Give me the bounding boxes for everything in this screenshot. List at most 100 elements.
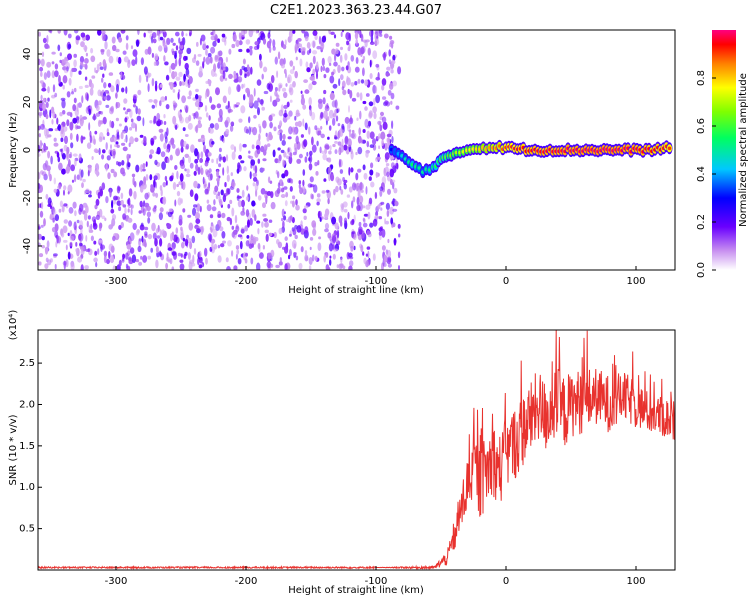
- noise-blob: [194, 111, 199, 119]
- noise-blob: [159, 133, 164, 142]
- noise-blob: [309, 150, 313, 156]
- noise-blob: [238, 118, 243, 123]
- noise-blob: [42, 171, 47, 177]
- noise-blob: [155, 246, 159, 254]
- noise-blob: [153, 175, 158, 181]
- noise-blob: [89, 134, 93, 144]
- noise-blob: [387, 263, 392, 268]
- noise-blob: [389, 35, 393, 40]
- noise-blob: [262, 167, 265, 172]
- noise-blob: [391, 59, 396, 65]
- noise-blob: [311, 80, 317, 86]
- y-tick-label: 0.5: [19, 524, 35, 535]
- noise-blob: [334, 140, 338, 144]
- noise-blob: [360, 138, 363, 144]
- noise-blob: [95, 198, 100, 206]
- noise-blob: [112, 44, 117, 52]
- noise-blob: [218, 60, 222, 65]
- noise-blob: [250, 30, 255, 33]
- noise-blob: [278, 109, 284, 117]
- noise-blob: [199, 38, 202, 46]
- noise-blob: [209, 96, 213, 104]
- noise-blob: [273, 126, 277, 132]
- noise-blob: [158, 45, 163, 52]
- noise-blob: [98, 239, 103, 243]
- noise-blob: [78, 85, 83, 90]
- noise-blob: [100, 91, 103, 97]
- noise-blob: [102, 149, 106, 154]
- noise-blob: [57, 185, 62, 190]
- noise-blob: [236, 188, 240, 193]
- noise-blob: [43, 218, 46, 227]
- noise-blob: [254, 214, 257, 222]
- noise-blob: [325, 103, 328, 113]
- noise-blob: [79, 176, 83, 181]
- noise-blob: [292, 127, 297, 135]
- noise-blob: [155, 151, 161, 155]
- noise-blob: [309, 246, 312, 251]
- noise-blob: [294, 115, 297, 121]
- noise-blob: [227, 100, 230, 109]
- noise-blob: [41, 51, 45, 58]
- noise-blob: [274, 87, 278, 92]
- noise-blob: [259, 125, 262, 134]
- noise-blob: [150, 137, 155, 145]
- noise-blob: [167, 247, 173, 251]
- noise-blob: [226, 174, 230, 182]
- noise-blob: [205, 112, 209, 118]
- noise-blob: [103, 96, 108, 101]
- noise-blob: [347, 122, 349, 131]
- noise-blob: [360, 244, 364, 253]
- noise-blob: [368, 48, 371, 56]
- noise-blob: [353, 245, 356, 251]
- noise-blob: [339, 169, 344, 174]
- noise-blob: [261, 73, 264, 80]
- noise-blob: [77, 102, 82, 108]
- noise-blob: [285, 83, 288, 87]
- y-tick-label: 1.0: [19, 482, 35, 493]
- noise-blob: [72, 104, 77, 112]
- noise-blob: [99, 120, 104, 125]
- noise-blob: [277, 147, 281, 151]
- noise-blob: [186, 47, 192, 55]
- noise-blob: [279, 84, 282, 89]
- noise-blob: [73, 221, 77, 231]
- noise-blob: [369, 131, 375, 140]
- noise-blob: [386, 209, 390, 217]
- noise-blob: [54, 214, 59, 222]
- noise-blob: [123, 98, 128, 104]
- noise-blob: [303, 139, 308, 148]
- noise-blob: [98, 100, 102, 106]
- noise-blob: [69, 121, 74, 131]
- noise-blob: [198, 264, 203, 269]
- noise-blob: [308, 83, 313, 91]
- noise-blob: [339, 185, 342, 191]
- noise-blob: [216, 177, 220, 182]
- noise-blob: [140, 255, 143, 260]
- noise-blob: [204, 92, 208, 99]
- noise-blob: [54, 264, 57, 270]
- noise-blob: [253, 100, 259, 109]
- snr-y-label: SNR (10 * v/v): [8, 414, 19, 485]
- noise-blob: [316, 198, 321, 203]
- noise-blob: [65, 166, 70, 174]
- noise-blob: [122, 204, 127, 208]
- noise-blob: [351, 231, 356, 235]
- noise-blob: [177, 197, 182, 206]
- noise-blob: [84, 84, 89, 88]
- noise-blob: [201, 134, 205, 139]
- noise-blob: [248, 243, 253, 249]
- noise-blob: [66, 91, 71, 98]
- signal-track: [388, 139, 673, 179]
- noise-blob: [154, 205, 157, 209]
- noise-blob: [159, 83, 163, 88]
- noise-blob: [373, 112, 377, 120]
- noise-blob: [238, 32, 242, 40]
- noise-blob: [70, 142, 74, 149]
- noise-blob: [331, 216, 337, 225]
- noise-blob: [175, 236, 180, 244]
- noise-blob: [227, 86, 232, 96]
- noise-blob: [73, 97, 77, 104]
- noise-blob: [390, 178, 393, 186]
- noise-blob: [323, 178, 327, 182]
